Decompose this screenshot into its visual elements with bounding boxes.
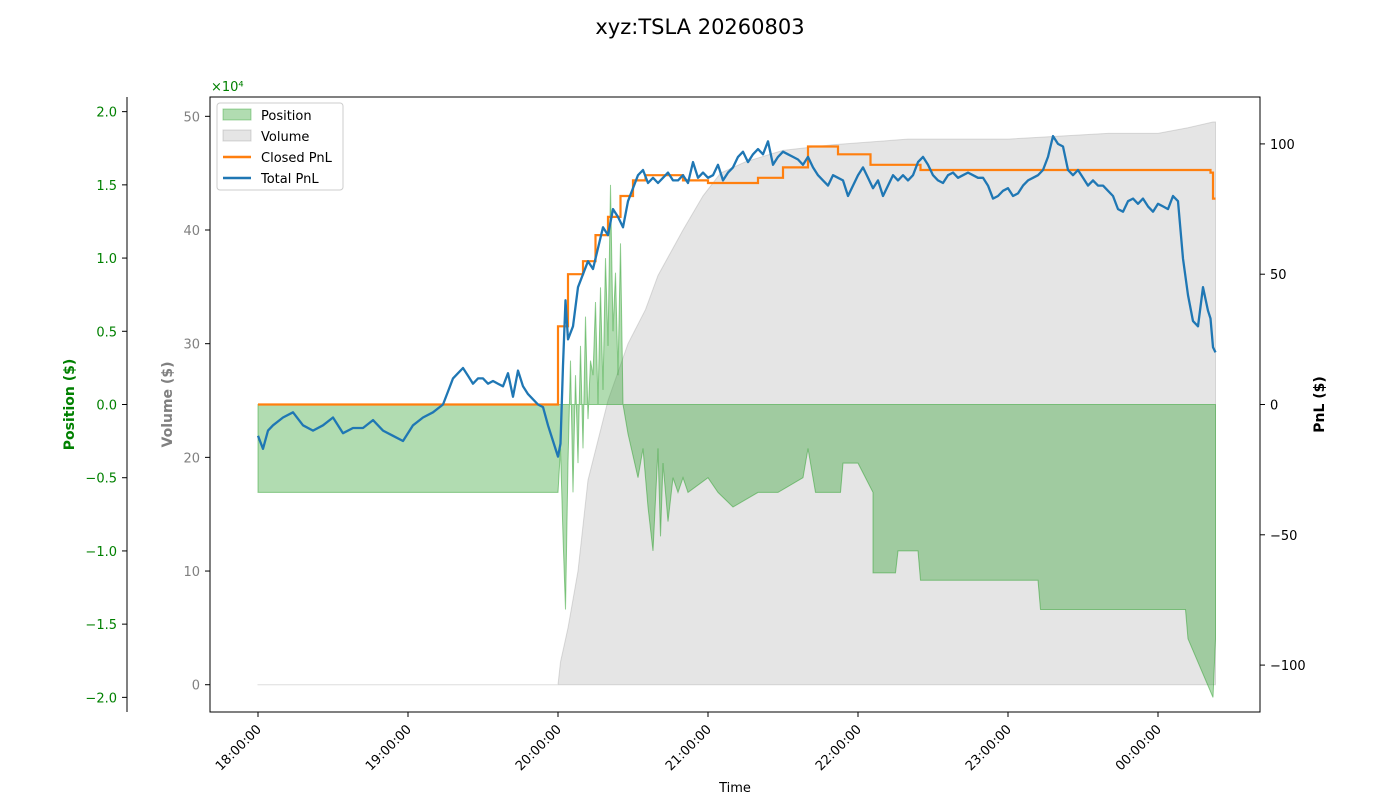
legend-label: Position [261,109,312,124]
legend-swatch-position [222,108,252,121]
x-tick-label: 19:00:00 [363,722,415,774]
pnl-tick-label: −100 [1270,659,1306,674]
position-tick-label: −2.0 [85,691,117,706]
x-tick-label: 22:00:00 [813,722,865,774]
volume-tick-label: 40 [183,224,200,239]
legend-box [216,102,344,191]
pnl-tick-label: 0 [1270,399,1278,414]
position-multiplier: ×10⁴ [211,80,244,95]
position-tick-label: 0.0 [96,399,117,414]
position-tick-label: 1.5 [96,179,117,194]
chart-title: xyz:TSLA 20260803 [595,15,804,39]
volume-tick-label: 50 [183,110,200,125]
pnl-tick-label: −50 [1270,529,1297,544]
x-axis-label: Time [718,781,751,796]
plot-area: 18:00:00 19:00:00 20:00:00 21:00:00 22:00:00… [62,80,1328,796]
position-tick-label: 0.5 [96,325,117,340]
closed-pnl-line [258,145,1216,406]
x-tick-label: 00:00:00 [1113,722,1165,774]
volume-area [257,121,1216,686]
position-tick-label: −1.0 [85,545,117,560]
pnl-axis-label: PnL ($) [1312,376,1328,433]
x-tick-label: 21:00:00 [663,722,715,774]
legend: Position Volume Closed PnL Total PnL [216,102,344,191]
volume-tick-label: 0 [192,679,200,694]
x-tick-label: 18:00:00 [213,722,265,774]
position-tick-label: 2.0 [96,106,117,121]
position-area [257,184,1216,698]
total-pnl-line [256,134,1217,458]
volume-tick-label: 20 [183,451,200,466]
pnl-tick-label: 100 [1270,138,1295,153]
x-tick-label: 20:00:00 [513,722,565,774]
position-tick-label: −1.5 [85,618,117,633]
legend-swatch-volume [222,129,252,142]
legend-label: Volume [261,130,309,145]
position-axis-label: Position ($) [62,359,78,451]
volume-axis-label: Volume ($) [160,362,176,448]
volume-tick-label: 10 [183,565,200,580]
legend-label: Total PnL [260,172,319,187]
position-tick-label: 1.0 [96,252,117,267]
x-tick-label: 23:00:00 [963,722,1015,774]
legend-label: Closed PnL [261,151,333,166]
position-tick-label: −0.5 [85,472,117,487]
pnl-tick-label: 50 [1270,268,1287,283]
volume-tick-label: 30 [183,338,200,353]
